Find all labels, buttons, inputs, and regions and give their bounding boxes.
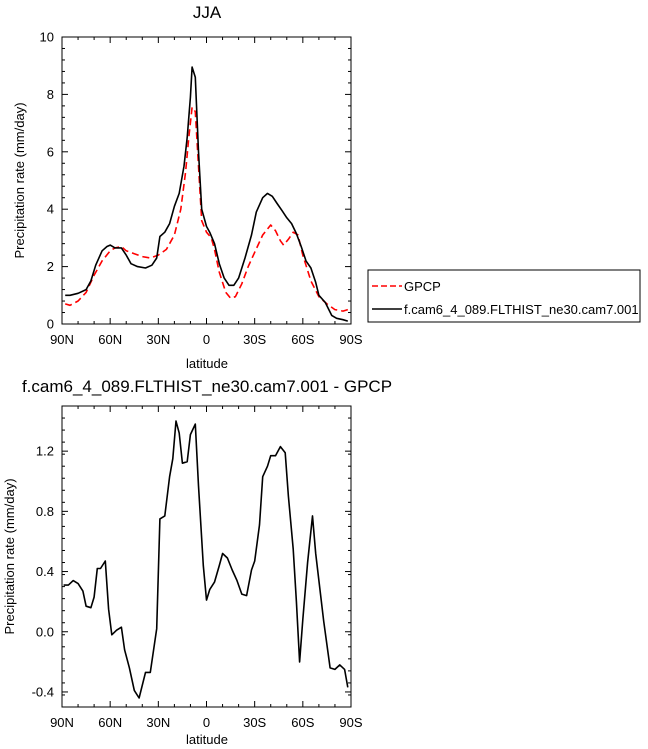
top-y-tick-label: 10 (40, 30, 54, 45)
top-y-tick-label: 8 (47, 87, 54, 102)
bottom-x-tick-label: 90S (339, 715, 362, 730)
top-series-line-gpcp (64, 106, 349, 312)
top-x-tick-label: 90S (339, 332, 362, 347)
top-y-tick-label: 2 (47, 259, 54, 274)
top-y-tick-label: 0 (47, 317, 54, 332)
top-x-tick-label: 60N (98, 332, 122, 347)
legend-label-gpcp: GPCP (404, 279, 441, 294)
bottom-y-tick-label: 0.4 (36, 564, 54, 579)
bottom-y-axis-label: Precipitation rate (mm/day) (2, 478, 17, 634)
top-plot-area: 90N 60N 30N 0 30S 60S 90S 0 2 4 6 8 10 (40, 30, 363, 348)
top-x-tick-label: 60S (291, 332, 314, 347)
top-x-tick-label: 0 (203, 332, 210, 347)
bottom-y-tick-label: -0.4 (32, 684, 54, 699)
bottom-y-tick-label: 0.0 (36, 624, 54, 639)
legend-label-model: f.cam6_4_089.FLTHIST_ne30.cam7.001 (404, 302, 639, 317)
top-plot-frame (61, 36, 352, 325)
top-y-tick-label: 6 (47, 144, 54, 159)
top-x-tick-label: 30N (146, 332, 170, 347)
top-y-tick-label: 4 (47, 202, 54, 217)
bottom-series-line-difference (63, 420, 349, 699)
bottom-x-tick-label: 30S (243, 715, 266, 730)
top-x-tick-label: 90N (50, 332, 74, 347)
bottom-x-tick-label: 60S (291, 715, 314, 730)
bottom-x-tick-label: 60N (98, 715, 122, 730)
bottom-x-tick-label: 0 (203, 715, 210, 730)
top-x-tick-label: 30S (243, 332, 266, 347)
top-x-axis-label: latitude (186, 356, 228, 371)
top-series-line-f-cam6-4-089-flthist-ne30-cam7-001 (65, 66, 349, 322)
bottom-x-axis-label: latitude (186, 732, 228, 747)
bottom-chart-title: f.cam6_4_089.FLTHIST_ne30.cam7.001 - GPC… (22, 377, 392, 396)
bottom-x-tick-label: 90N (50, 715, 74, 730)
bottom-plot-frame (61, 405, 352, 708)
bottom-x-tick-label: 30N (146, 715, 170, 730)
bottom-panel: f.cam6_4_089.FLTHIST_ne30.cam7.001 - GPC… (2, 377, 392, 747)
legend-box (367, 269, 641, 323)
top-chart-title: JJA (193, 3, 222, 22)
bottom-y-tick-label: 1.2 (36, 444, 54, 459)
bottom-plot-area: 90N 60N 30N 0 30S 60S 90S -0.4 0.0 0.4 0.8 1.2 (32, 405, 363, 730)
top-y-axis-label: Precipitation rate (mm/day) (12, 102, 27, 258)
legend: GPCP f.cam6_4_089.FLTHIST_ne30.cam7.001 (367, 269, 641, 323)
bottom-y-tick-label: 0.8 (36, 504, 54, 519)
